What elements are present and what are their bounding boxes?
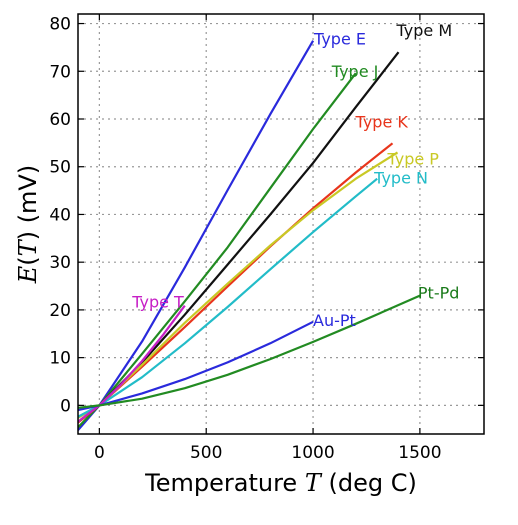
y-tick-label: 50 bbox=[49, 158, 71, 178]
series-line-type-n bbox=[78, 177, 378, 418]
series-lines bbox=[78, 40, 421, 431]
series-label: Type K bbox=[355, 112, 409, 131]
tick-labels: 0 500 1000 1500 0 10 20 30 40 50 60 70 80 bbox=[49, 15, 441, 463]
x-axis-label: Temperature T (deg C) bbox=[144, 469, 417, 497]
series-label: Type J bbox=[331, 62, 379, 81]
x-tick-label: 500 bbox=[190, 443, 222, 463]
series-line-pt-pd bbox=[78, 294, 421, 409]
x-tick-label: 1500 bbox=[398, 443, 441, 463]
y-tick-label: 10 bbox=[49, 349, 71, 369]
y-tick-label: 20 bbox=[49, 301, 71, 321]
x-tick-label: 0 bbox=[94, 443, 105, 463]
plot-frame bbox=[77, 13, 485, 435]
series-label: Type N bbox=[373, 169, 428, 188]
y-tick-label: 80 bbox=[49, 15, 71, 35]
y-axis-label: E(T) (mV) bbox=[14, 165, 42, 284]
series-line-type-t bbox=[78, 304, 186, 423]
y-tick-label: 30 bbox=[49, 253, 71, 273]
x-tick-label: 1000 bbox=[291, 443, 334, 463]
series-label: Au-Pt bbox=[313, 311, 356, 330]
series-label: Pt-Pd bbox=[418, 284, 460, 303]
ticks bbox=[78, 14, 484, 434]
series-label: Type E bbox=[313, 30, 366, 49]
y-tick-label: 0 bbox=[60, 396, 71, 416]
series-line-type-e bbox=[78, 40, 315, 431]
y-tick-label: 70 bbox=[49, 62, 71, 82]
series-label: Type M bbox=[396, 21, 453, 40]
series-label: Type T bbox=[131, 293, 184, 312]
y-tick-label: 40 bbox=[49, 205, 71, 225]
y-tick-label: 60 bbox=[49, 110, 71, 130]
series-label: Type P bbox=[386, 149, 439, 168]
